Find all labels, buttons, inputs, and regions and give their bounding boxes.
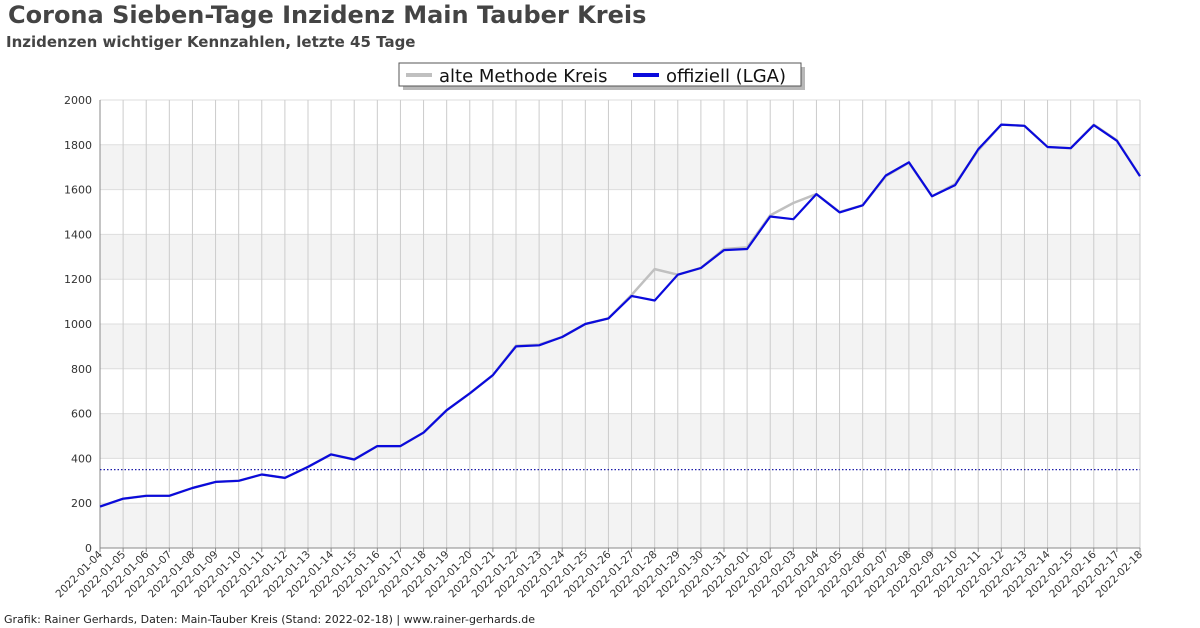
grid-band [100,144,1140,190]
legend-label: alte Methode Kreis [439,66,607,87]
y-tick-label: 1400 [64,228,92,241]
y-tick-label: 800 [71,363,92,376]
y-tick-label: 1600 [64,184,92,197]
series-line-offiziell [99,123,1141,508]
chart-title: Corona Sieben-Tage Inzidenz Main Tauber … [8,1,647,29]
grid-band [100,324,1140,369]
y-tick-label: 600 [71,408,92,421]
grid-band [100,503,1140,548]
footer-credits: Grafik: Rainer Gerhards, Daten: Main-Tau… [4,613,536,626]
y-tick-label: 1200 [64,273,92,286]
y-tick-label: 1000 [64,318,92,331]
legend-box [398,62,802,87]
y-tick-label: 0 [85,542,92,555]
chart-subtitle: Inzidenzen wichtiger Kennzahlen, letzte … [6,33,416,51]
y-tick-label: 200 [71,497,92,510]
grid-band [100,413,1140,459]
y-tick-label: 2000 [64,94,92,107]
y-tick-label: 1800 [64,139,92,152]
y-tick-label: 400 [71,452,92,465]
grid-band [100,234,1140,280]
legend-label: offiziell (LGA) [666,66,786,87]
legend: alte Methode Kreis offiziell (LGA) [398,62,805,90]
